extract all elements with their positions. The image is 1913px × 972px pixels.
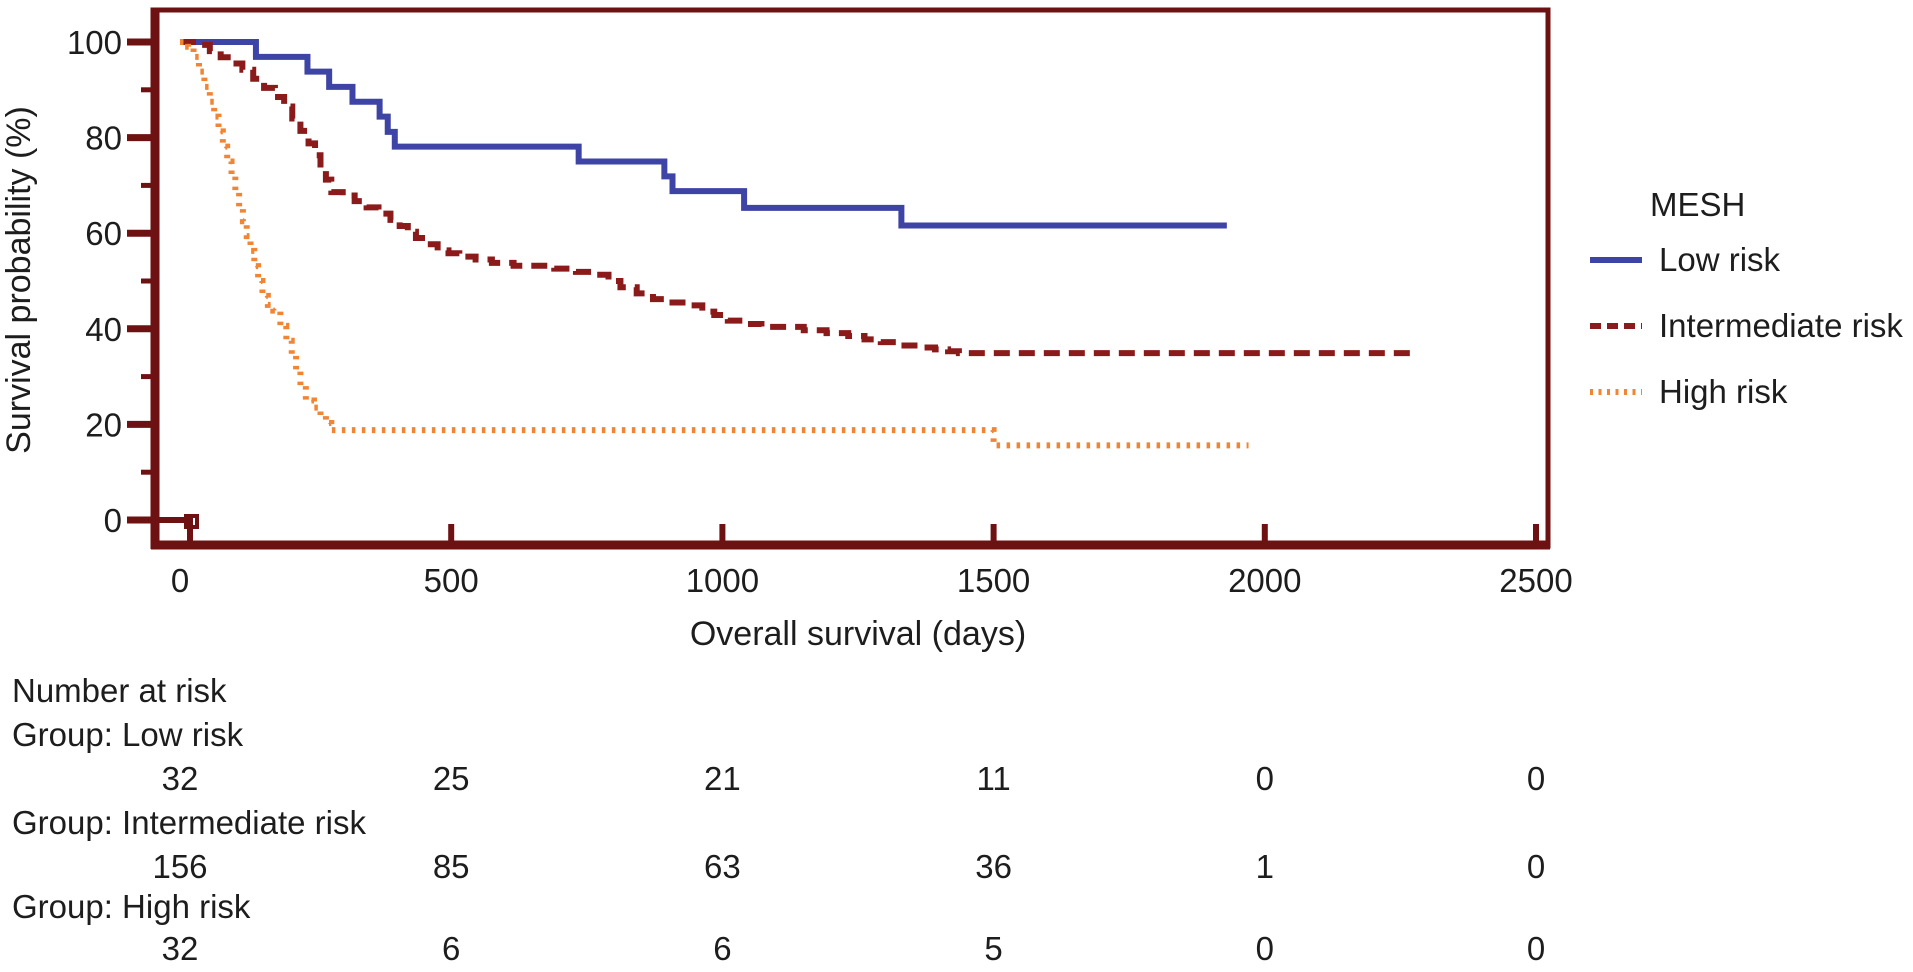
risk-value: 5 (984, 930, 1003, 967)
x-tick-label: 1500 (957, 562, 1030, 599)
x-tick-label: 1000 (686, 562, 759, 599)
y-tick-label: 80 (85, 120, 122, 157)
risk-table-title: Number at risk (12, 672, 227, 709)
y-tick-label: 20 (85, 406, 122, 443)
risk-value: 32 (161, 930, 199, 967)
risk-value: 36 (975, 848, 1012, 885)
legend-label-low-risk: Low risk (1659, 241, 1781, 278)
risk-value: 21 (704, 760, 741, 797)
legend-label-intermediate-risk: Intermediate risk (1659, 307, 1903, 344)
risk-value: 0 (1526, 760, 1546, 797)
legend-entry-low-risk: Low risk (1588, 240, 1903, 280)
risk-value: 63 (704, 848, 741, 885)
x-tick-label: 0 (171, 562, 189, 599)
x-tick-label: 2500 (1499, 562, 1572, 599)
risk-value: 1 (1255, 848, 1274, 885)
legend-entry-intermediate-risk: Intermediate risk (1588, 306, 1903, 346)
risk-value: 0 (1255, 930, 1274, 967)
risk-group-label-high: Group: High risk (12, 888, 251, 925)
risk-value: 0 (1526, 848, 1546, 885)
risk-value: 6 (713, 930, 732, 967)
risk-value: 156 (152, 848, 208, 885)
y-axis-title: Survival probability (%) (0, 106, 38, 454)
intermediate-risk-line-swatch (1590, 323, 1642, 329)
risk-value: 32 (161, 760, 199, 797)
risk-values-row-low: 32 25 21 11 0 0 (0, 760, 1913, 802)
risk-value: 0 (1255, 760, 1274, 797)
x-axis-title: Overall survival (days) (690, 615, 1026, 653)
risk-value: 85 (432, 848, 470, 885)
high-risk-line-swatch (1590, 389, 1642, 395)
y-tick-label: 100 (67, 24, 122, 61)
series-high-risk (180, 39, 1249, 449)
risk-group-label-low: Group: Low risk (12, 716, 244, 753)
risk-value: 6 (442, 930, 461, 967)
risk-group-label-intermediate: Group: Intermediate risk (12, 804, 366, 841)
risk-value: 0 (1526, 930, 1546, 967)
series-intermediate-risk (180, 39, 1417, 357)
x-tick-label: 2000 (1228, 562, 1301, 599)
legend-label-high-risk: High risk (1659, 373, 1788, 410)
origin-notch-box (184, 514, 199, 529)
risk-value: 11 (976, 760, 1011, 797)
risk-value: 25 (432, 760, 470, 797)
plot-frame (150, 7, 1551, 549)
series-low-risk (180, 39, 1227, 229)
risk-values-row-intermediate: 156 85 63 36 1 0 (0, 848, 1913, 890)
legend-title: MESH (1650, 186, 1746, 223)
y-tick-label: 0 (104, 502, 122, 539)
x-tick-label: 500 (424, 562, 479, 599)
risk-values-row-high: 32 6 6 5 0 0 (0, 930, 1913, 972)
y-tick-label: 40 (85, 311, 122, 348)
legend: MESH Low risk Intermediate risk High ris… (1588, 186, 1903, 438)
low-risk-line-swatch (1590, 257, 1642, 263)
y-tick-label: 60 (85, 215, 122, 252)
legend-entry-high-risk: High risk (1588, 372, 1903, 412)
origin-notch (157, 517, 193, 546)
